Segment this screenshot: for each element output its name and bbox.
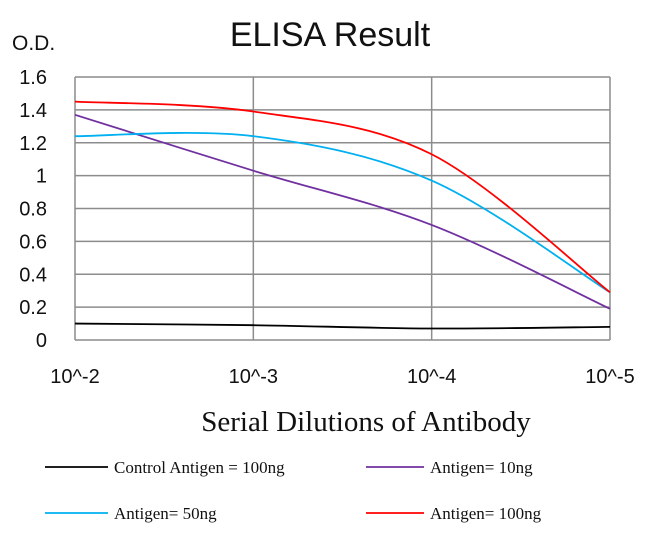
tick-labels: 0 0.2 0.4 0.6 0.8 1 1.2 1.4 1.6 10^-2 10^-3 10^-4 10… [19,67,635,388]
y-tick-label: 0.2 [19,297,47,319]
grid [75,76,611,340]
y-tick-label: 1.4 [19,100,47,122]
y-tick-label: 0 [36,330,47,352]
y-tick-label: 0.6 [19,231,47,253]
series-group [74,100,611,330]
x-tick-label: 10^-5 [585,366,634,388]
series-line-1 [74,113,611,310]
axes [74,77,610,341]
x-tick-label: 10^-2 [50,366,99,388]
x-axis-label: Serial Dilutions of Antibody [201,406,531,438]
y-tick-label: 0.8 [19,199,47,221]
legend-label-1: Antigen= 10ng [430,458,533,477]
series-line-0 [74,322,611,330]
x-tick-label: 10^-4 [407,366,456,388]
chart-title: ELISA Result [230,16,431,54]
y-tick-label: 1.2 [19,133,47,155]
legend-label-2: Antigen= 50ng [114,504,217,523]
y-tick-label: 0.4 [19,264,47,286]
y-tick-label: 1 [36,166,47,188]
x-tick-label: 10^-3 [229,366,278,388]
legend-label-0: Control Antigen = 100ng [114,458,285,477]
series-line-2 [74,131,611,294]
legend-label-3: Antigen= 100ng [430,504,542,523]
y-axis-label: O.D. [12,32,55,55]
legend: Control Antigen = 100ng Antigen= 10ng Anti… [45,458,542,523]
y-tick-label: 1.6 [19,67,47,89]
series-line-3 [74,100,611,294]
